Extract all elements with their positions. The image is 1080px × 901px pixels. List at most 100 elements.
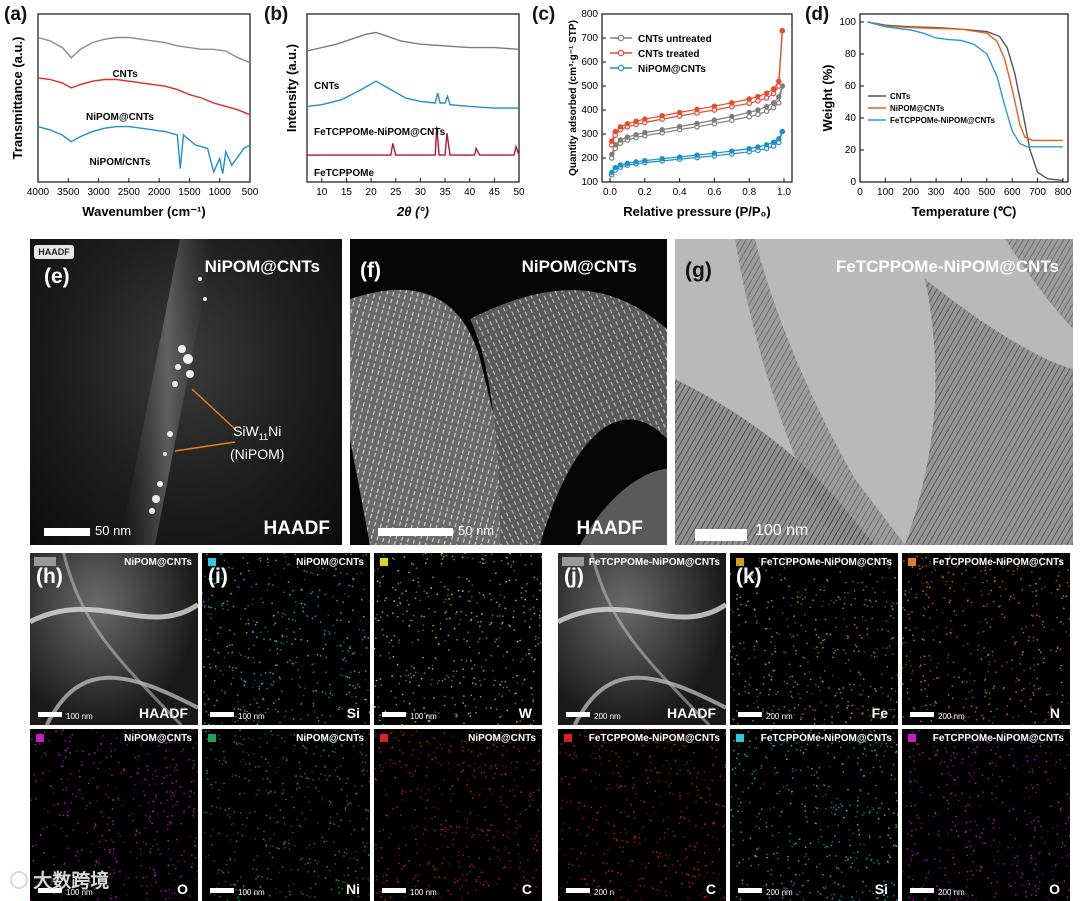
data-point <box>729 148 735 154</box>
data-point <box>612 128 618 135</box>
data-point <box>617 137 624 143</box>
haadf-fibers <box>30 553 198 725</box>
series-line <box>307 126 520 156</box>
x-tick-label: 1000 <box>209 187 232 198</box>
data-point <box>609 138 615 144</box>
y-tick-label: 80 <box>845 49 857 60</box>
element-label: C <box>521 881 532 897</box>
y-tick-label: 20 <box>845 145 857 156</box>
data-point <box>676 123 683 130</box>
x-tick-label: 0 <box>857 187 863 198</box>
tile-title: FeTCPPOMe-NiPOM@CNTs <box>588 557 720 568</box>
series-line <box>306 80 519 109</box>
panel-b-label: (b) <box>264 4 289 25</box>
tem-texture <box>675 239 1073 545</box>
y-axis-label: Intensity (a.u.) <box>284 44 299 132</box>
tem-image-g: (g) FeTCPPOMe-NiPOM@CNTs 100 nm <box>675 239 1073 545</box>
y-tick-label: 500 <box>581 81 598 92</box>
x-tick-label: 15 <box>341 187 353 198</box>
scale-bar <box>38 888 62 893</box>
data-point <box>746 113 753 120</box>
data-point <box>659 113 665 119</box>
scale-label: 100 nm <box>410 888 437 897</box>
y-tick-label: 200 <box>581 153 598 164</box>
data-point <box>729 113 735 120</box>
haadf-tag-icon <box>34 557 56 566</box>
data-point <box>746 96 752 102</box>
scale-bar <box>378 528 453 536</box>
mapping-tile: NiPOM@CNTs Ni 100 nm <box>202 729 370 901</box>
data-point <box>642 157 648 164</box>
data-point <box>770 139 777 145</box>
data-point <box>779 28 785 34</box>
x-tick-label: 3500 <box>57 187 80 198</box>
data-point <box>659 156 665 162</box>
x-tick-label: 30 <box>415 187 427 198</box>
panel-i-label: (i) <box>208 565 228 588</box>
element-label: C <box>705 881 716 897</box>
scale-bar <box>210 712 234 717</box>
x-axis-label: Wavenumber (cm⁻¹) <box>82 204 205 219</box>
element-color-icon <box>564 734 572 742</box>
data-point <box>770 100 777 106</box>
plot-frame <box>859 13 1069 183</box>
y-tick-label: 800 <box>581 9 598 20</box>
haadf-corner-label: HAADF <box>263 518 331 539</box>
y-tick-label: 600 <box>581 57 598 68</box>
element-label: Si <box>874 881 888 897</box>
tile-title: NiPOM@CNTs <box>124 557 192 568</box>
tile-title: FeTCPPOMe-NiPOM@CNTs <box>760 557 892 568</box>
element-label: Fe <box>871 705 888 721</box>
y-tick-label: 300 <box>581 129 598 140</box>
x-tick-label: 25 <box>390 187 402 198</box>
x-axis-label: 2θ (°) <box>396 204 429 219</box>
tile-title: NiPOM@CNTs <box>296 557 364 568</box>
scale-label: 50 nm <box>95 523 132 538</box>
data-point <box>776 136 782 142</box>
tile-title: FeTCPPOMe-NiPOM@CNTs <box>588 733 720 744</box>
watermark-logo-icon <box>10 871 28 889</box>
mapping-tile: NiPOM@CNTs HAADF 100 nm <box>30 553 198 725</box>
x-axis-label: Temperature (℃) <box>912 204 1017 219</box>
scale-label: 100 nm <box>238 888 265 897</box>
scale-bar <box>738 712 762 717</box>
x-tick-label: 400 <box>953 187 970 198</box>
scale-bar <box>38 712 62 717</box>
data-point <box>612 164 618 171</box>
x-tick-label: 300 <box>928 187 945 198</box>
element-color-icon <box>208 734 216 742</box>
x-tick-label: 2000 <box>148 187 171 198</box>
data-point <box>775 100 782 106</box>
x-tick-label: 20 <box>366 187 378 198</box>
data-point <box>676 154 683 160</box>
data-point <box>776 78 782 84</box>
mapping-tile: FeTCPPOMe-NiPOM@CNTs C 200 n <box>558 729 726 901</box>
x-tick-label: 3000 <box>87 187 110 198</box>
scale-bar <box>910 712 934 717</box>
x-tick-label: 600 <box>1004 187 1021 198</box>
legend-label: CNTs untreated <box>638 34 712 45</box>
data-point <box>642 129 648 136</box>
scale-bar <box>738 888 762 893</box>
panel-f-label: (f) <box>360 259 381 282</box>
panel-a-label: (a) <box>4 4 28 25</box>
scale-label: 200 nm <box>594 712 621 721</box>
x-tick-label: 0.6 <box>707 187 721 198</box>
nanotube-texture <box>120 239 236 545</box>
mapping-tile: W 100 nm <box>374 553 542 725</box>
legend-marker <box>617 64 625 72</box>
data-point <box>746 100 753 107</box>
haadf-tag: HAADF <box>34 245 74 259</box>
tga-chart: 0 100 200 300 400 500 600 700 800 0 20 40 60 80 100 CNT… <box>820 13 1072 219</box>
x-tick-label: 10 <box>316 187 328 198</box>
nipom-annotation: SiW11Ni (NiPOM) <box>230 423 285 462</box>
panel-c-label: (c) <box>532 4 556 25</box>
y-tick-label: 60 <box>845 81 857 92</box>
y-axis-label: Quantity adsorbed (cm³·g⁻¹ STP) <box>568 20 579 176</box>
tile-title: FeTCPPOMe-NiPOM@CNTs <box>760 733 892 744</box>
element-label: O <box>177 881 188 897</box>
element-label: HAADF <box>139 705 188 721</box>
x-tick-label: 45 <box>489 187 501 198</box>
series-label: NiPOM/CNTs <box>90 157 151 168</box>
scale-label: 100 nm <box>755 522 809 539</box>
